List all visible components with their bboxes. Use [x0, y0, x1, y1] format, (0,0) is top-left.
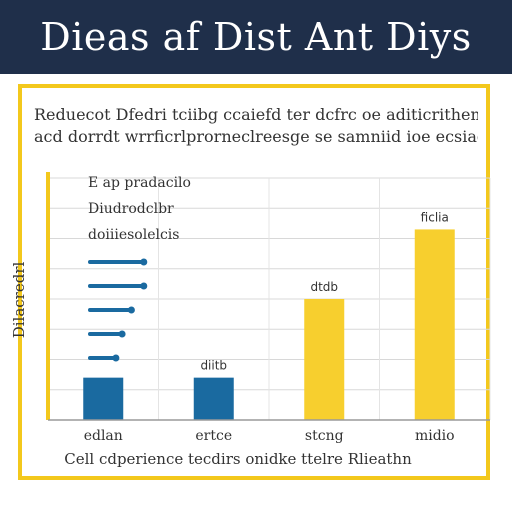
legend-entry: doiiiesolelcis [88, 227, 179, 243]
x-tick-label: stcng [305, 428, 344, 444]
bar-edlan [83, 377, 124, 420]
x-axis-label: Cell cdperience tecdirs onidke ttelre Rl… [64, 450, 412, 468]
mini-bar [88, 356, 116, 360]
mini-bars [88, 258, 148, 362]
mini-bar-dot [140, 258, 148, 266]
bars [83, 229, 455, 420]
mini-bar-dot [118, 330, 126, 338]
x-tick-label: ertce [195, 428, 232, 444]
legend-entry: E ap pradacilo [88, 175, 191, 191]
bar-midio [414, 229, 455, 420]
axes [46, 172, 490, 421]
data-label: dtdb [310, 280, 338, 294]
mini-bar [88, 284, 144, 288]
bar-stcng [304, 299, 345, 420]
data-label: ficlia [421, 210, 449, 224]
x-tick-label: edlan [84, 428, 123, 444]
bar-ertce [193, 377, 234, 420]
chart-text: edlan diitb ertce dtdb stcng ficlia midio E ap … [10, 175, 455, 468]
legend-entry: Diudrodclbr [88, 201, 174, 217]
mini-bar [88, 332, 123, 336]
mini-bar [88, 260, 144, 264]
title-bar: Dieas af Dist Ant Diys [0, 0, 512, 74]
description-line-2: acd dorrdt wrrficrlprorneclreesge se sam… [34, 127, 478, 146]
chart-description: Reduecot Dfedri tciibg ccaiefd ter dcfrc… [34, 104, 478, 148]
mini-bar-dot [140, 282, 148, 290]
mini-bar-dot [112, 354, 120, 362]
y-axis-label: Dilacredrl [10, 262, 28, 339]
x-tick-label: midio [415, 428, 455, 444]
data-label: diitb [200, 359, 227, 373]
chart-panel: Reduecot Dfedri tciibg ccaiefd ter dcfrc… [18, 84, 490, 480]
mini-bar [88, 308, 132, 312]
description-line-1: Reduecot Dfedri tciibg ccaiefd ter dcfrc… [34, 105, 478, 124]
page-title: Dieas af Dist Ant Diys [40, 15, 472, 59]
mini-bar-dot [127, 306, 135, 314]
